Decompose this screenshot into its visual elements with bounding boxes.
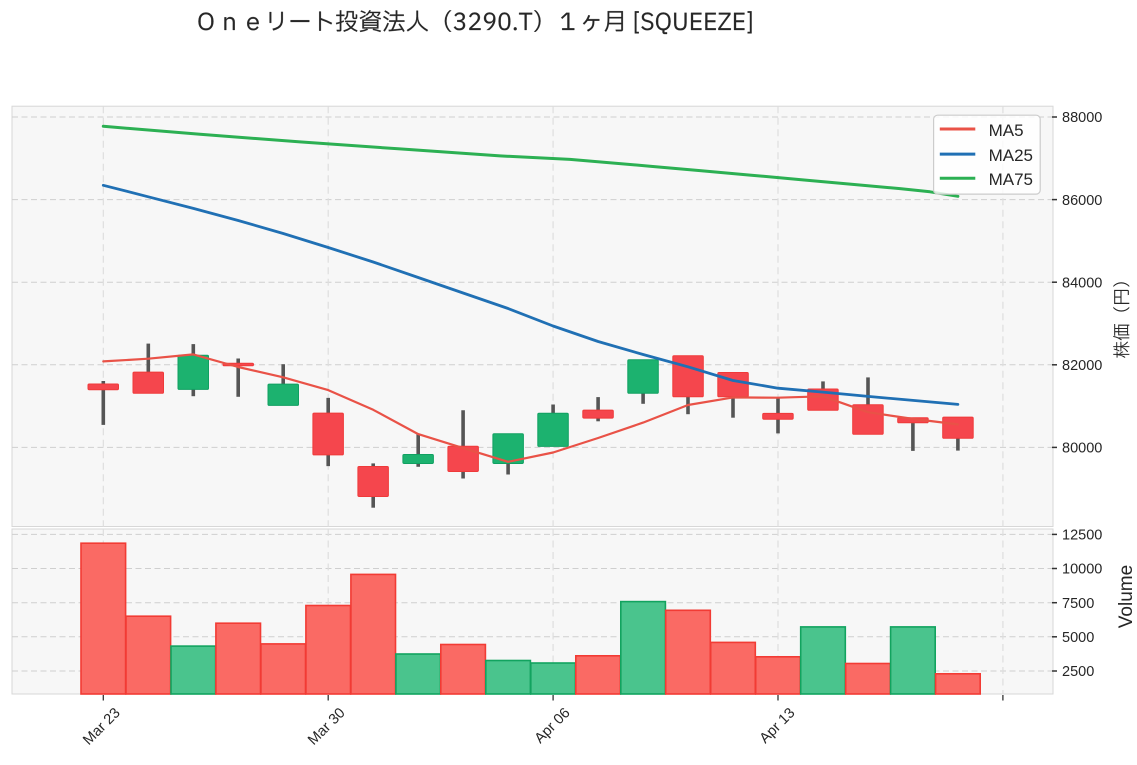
svg-text:MA5: MA5 [989,121,1024,140]
svg-text:7500: 7500 [1062,596,1094,612]
svg-text:2500: 2500 [1062,664,1094,680]
svg-text:80000: 80000 [1062,441,1102,457]
svg-text:88000: 88000 [1062,110,1102,126]
svg-text:86000: 86000 [1062,193,1102,209]
svg-text:12500: 12500 [1062,528,1102,544]
svg-text:82000: 82000 [1062,358,1102,374]
svg-text:MA25: MA25 [989,146,1033,165]
svg-text:MA75: MA75 [989,170,1033,189]
svg-text:5000: 5000 [1062,630,1094,646]
svg-text:Volume: Volume [1116,565,1137,628]
svg-text:84000: 84000 [1062,275,1102,291]
svg-text:10000: 10000 [1062,562,1102,578]
